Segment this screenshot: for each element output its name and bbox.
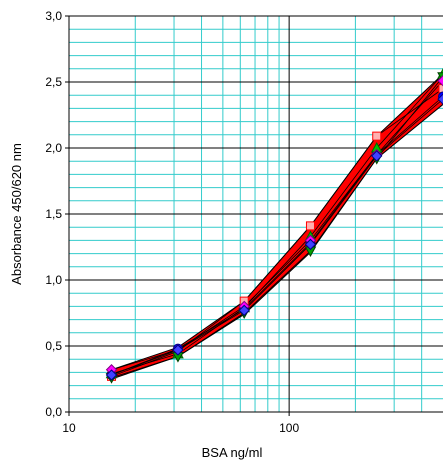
series-line (111, 73, 443, 375)
x-tick-label: 10 (62, 421, 76, 435)
series-line (111, 98, 443, 376)
data-point-square (438, 84, 443, 94)
y-tick-label: 2,5 (45, 75, 62, 89)
y-tick-labels: 0,0 0,5 1,0 1,5 2,0 2,5 3,0 (45, 9, 62, 419)
major-grid (69, 15, 443, 412)
series-line (111, 76, 443, 379)
x-axis-title: BSA ng/ml (202, 445, 263, 460)
data-point-diamond (304, 238, 317, 251)
x-tick-label: 100 (279, 421, 299, 435)
y-tick-label: 0,5 (45, 339, 62, 353)
data-point-diamond (371, 150, 383, 162)
data-point-square (305, 221, 315, 231)
data-point-diamond (437, 93, 443, 105)
data-point-square (372, 131, 382, 141)
data-point-diamond (105, 369, 118, 381)
series-markers (105, 68, 443, 384)
series-lines (111, 73, 443, 379)
series-line (111, 80, 443, 371)
y-tick-label: 3,0 (45, 9, 62, 23)
axes (65, 15, 443, 416)
data-point-diamond (172, 344, 184, 356)
y-tick-label: 2,0 (45, 141, 62, 155)
data-point-diamond (238, 304, 250, 317)
y-tick-label: 1,5 (45, 207, 62, 221)
y-axis-title: Absorbance 450/620 nm (9, 143, 24, 285)
data-point-diamond (437, 74, 443, 87)
x-tick-labels: 10 100 (62, 421, 299, 435)
y-tick-label: 0,0 (45, 405, 62, 419)
series-line (111, 88, 443, 377)
y-tick-label: 1,0 (45, 273, 62, 287)
